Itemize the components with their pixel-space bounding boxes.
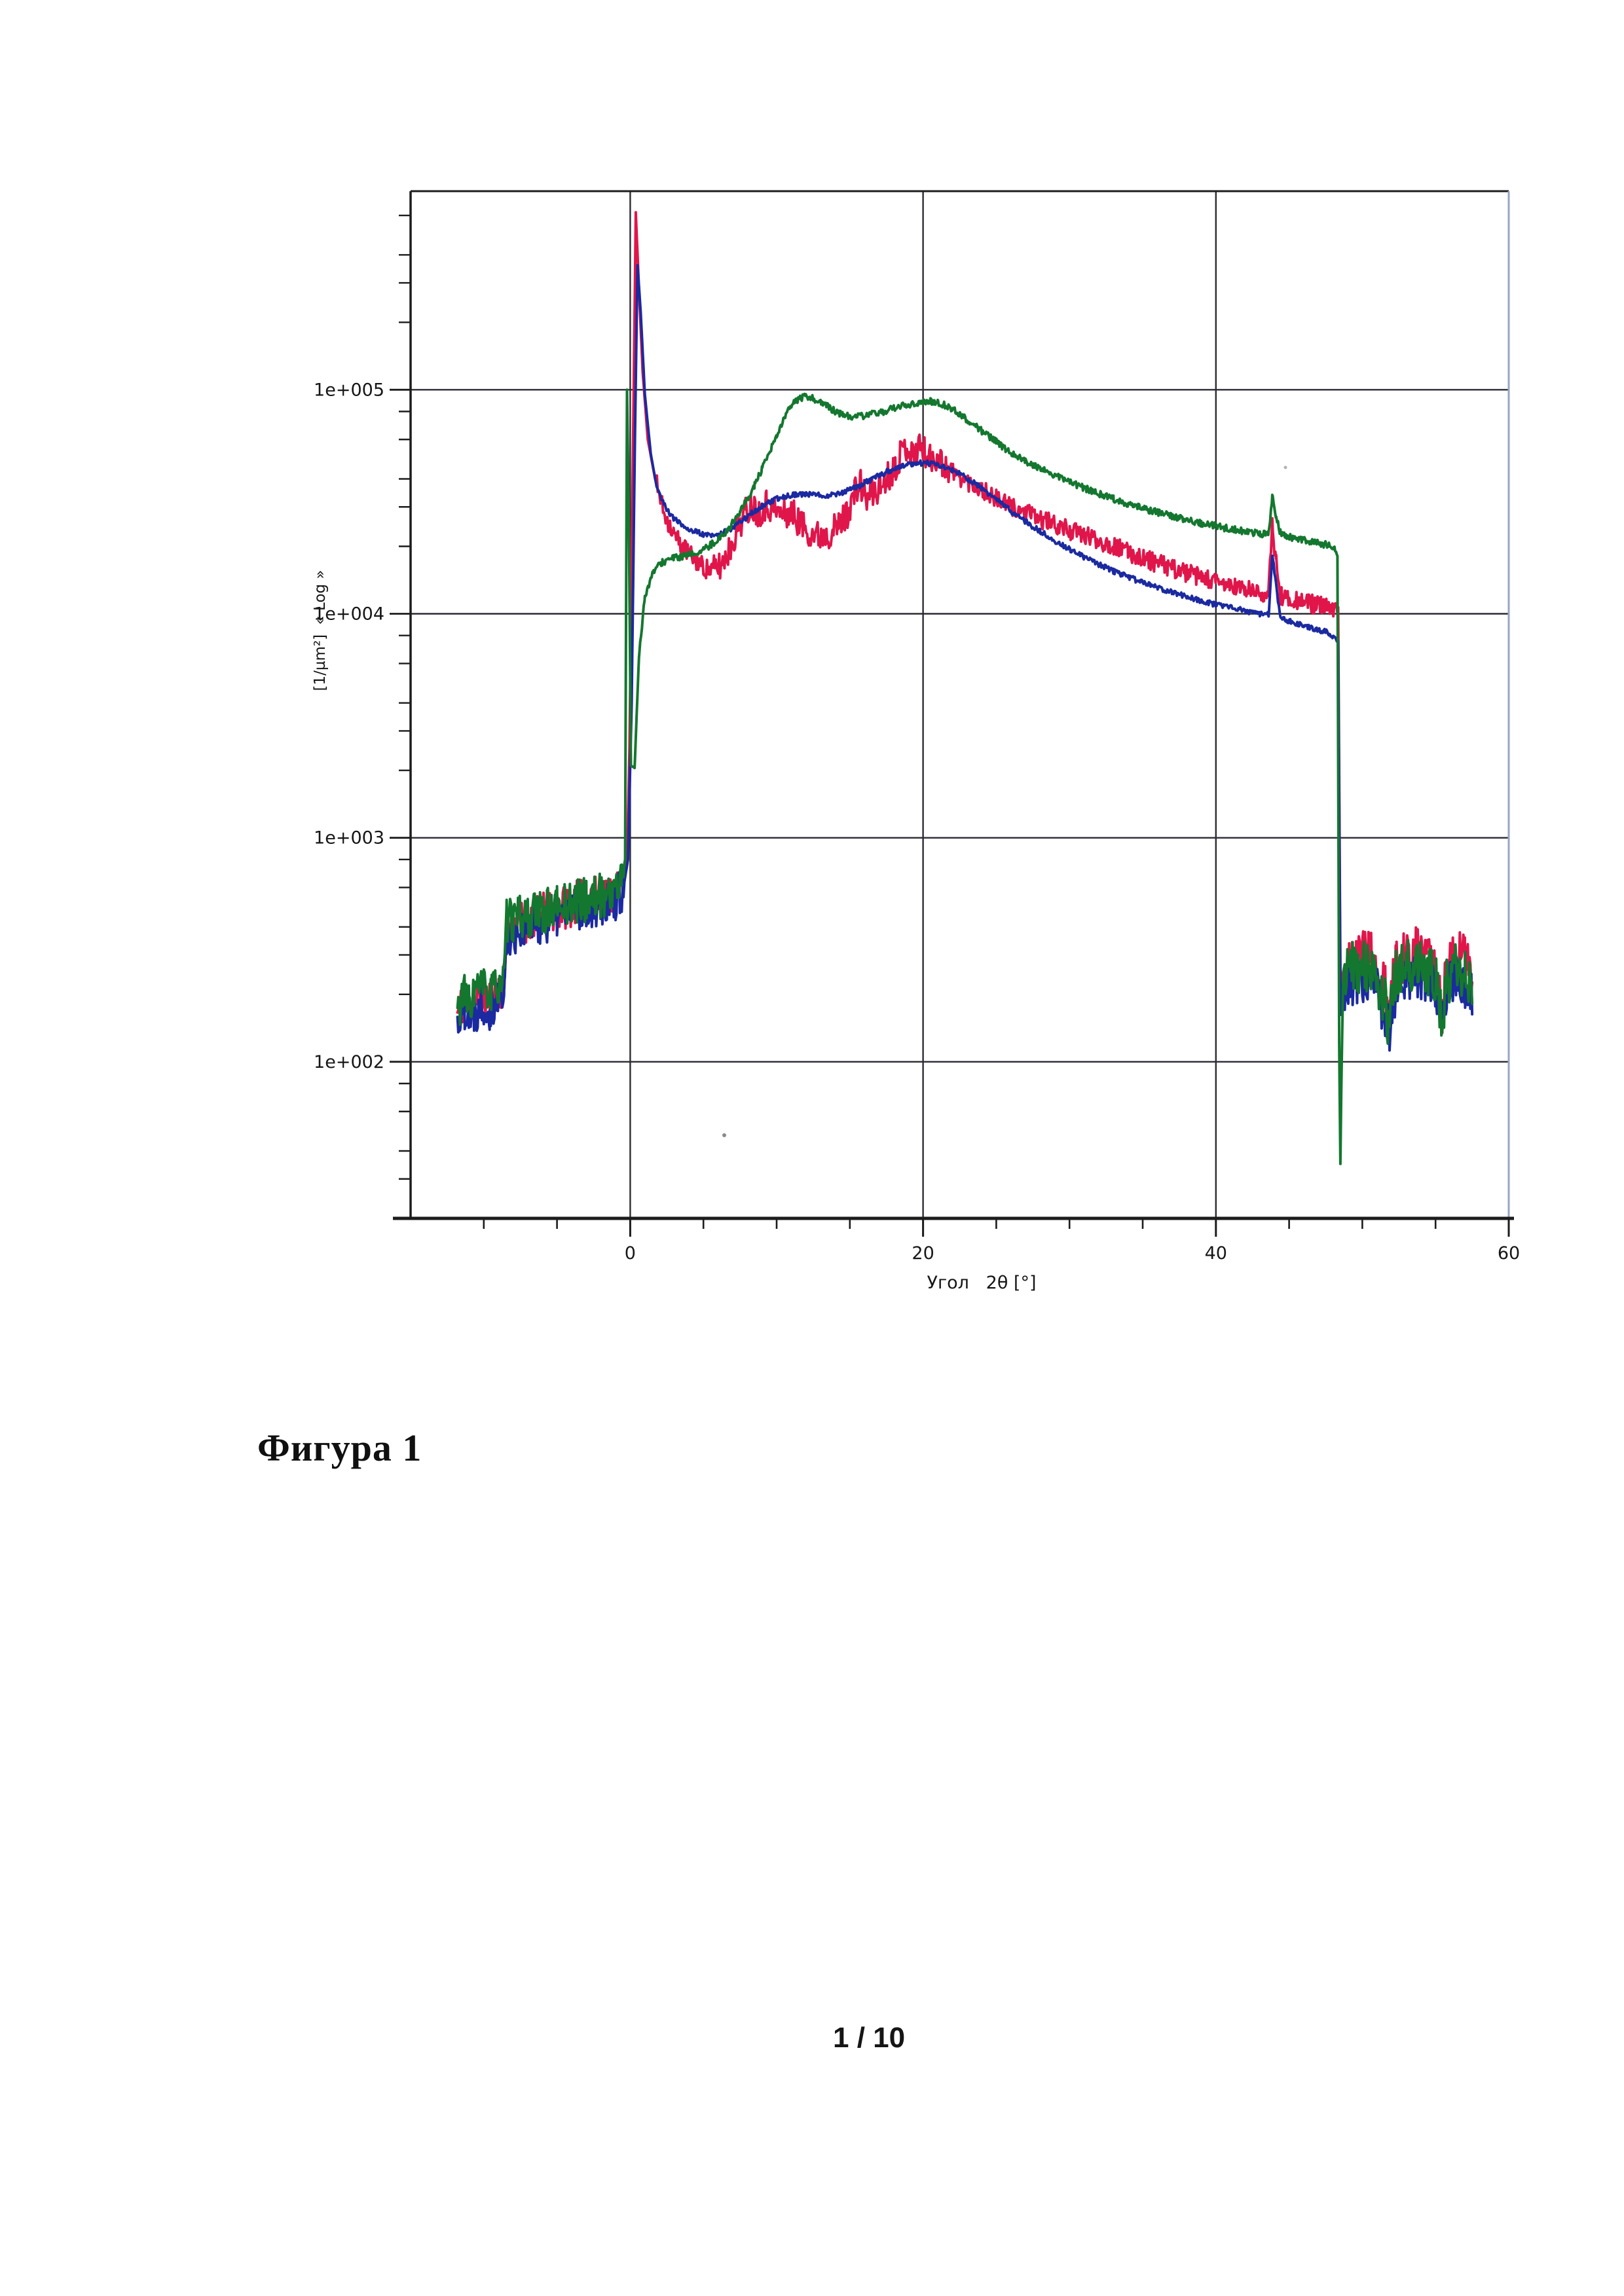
series-blue-curve: [456, 264, 1474, 1052]
x-tick-label: 0: [625, 1243, 636, 1264]
y-tick-label: 1e+005: [314, 380, 384, 400]
x-tick-label: 40: [1205, 1243, 1227, 1264]
series-green-curve: [456, 388, 1474, 1165]
x-tick-label: 20: [912, 1243, 934, 1264]
y-tick-label: 1e+004: [314, 604, 384, 624]
scan-speck: [1283, 465, 1287, 469]
x-tick-label: 60: [1498, 1243, 1520, 1264]
figure-caption: Фигура 1: [257, 1427, 422, 1469]
y-tick-label: 1e+002: [314, 1052, 384, 1072]
scan-speck: [722, 1133, 726, 1137]
y-axis-title: [1/µm²] « Log »: [312, 570, 329, 691]
x-axis-title: Угол 2θ [°]: [927, 1273, 1036, 1293]
page-number: 1 / 10: [833, 2022, 906, 2054]
xrd-chart: 0 20 40 60 1e+002 1e+003 1e+004 1e+005 Угол 2θ […: [312, 190, 1520, 1293]
y-tick-label: 1e+003: [314, 828, 384, 848]
